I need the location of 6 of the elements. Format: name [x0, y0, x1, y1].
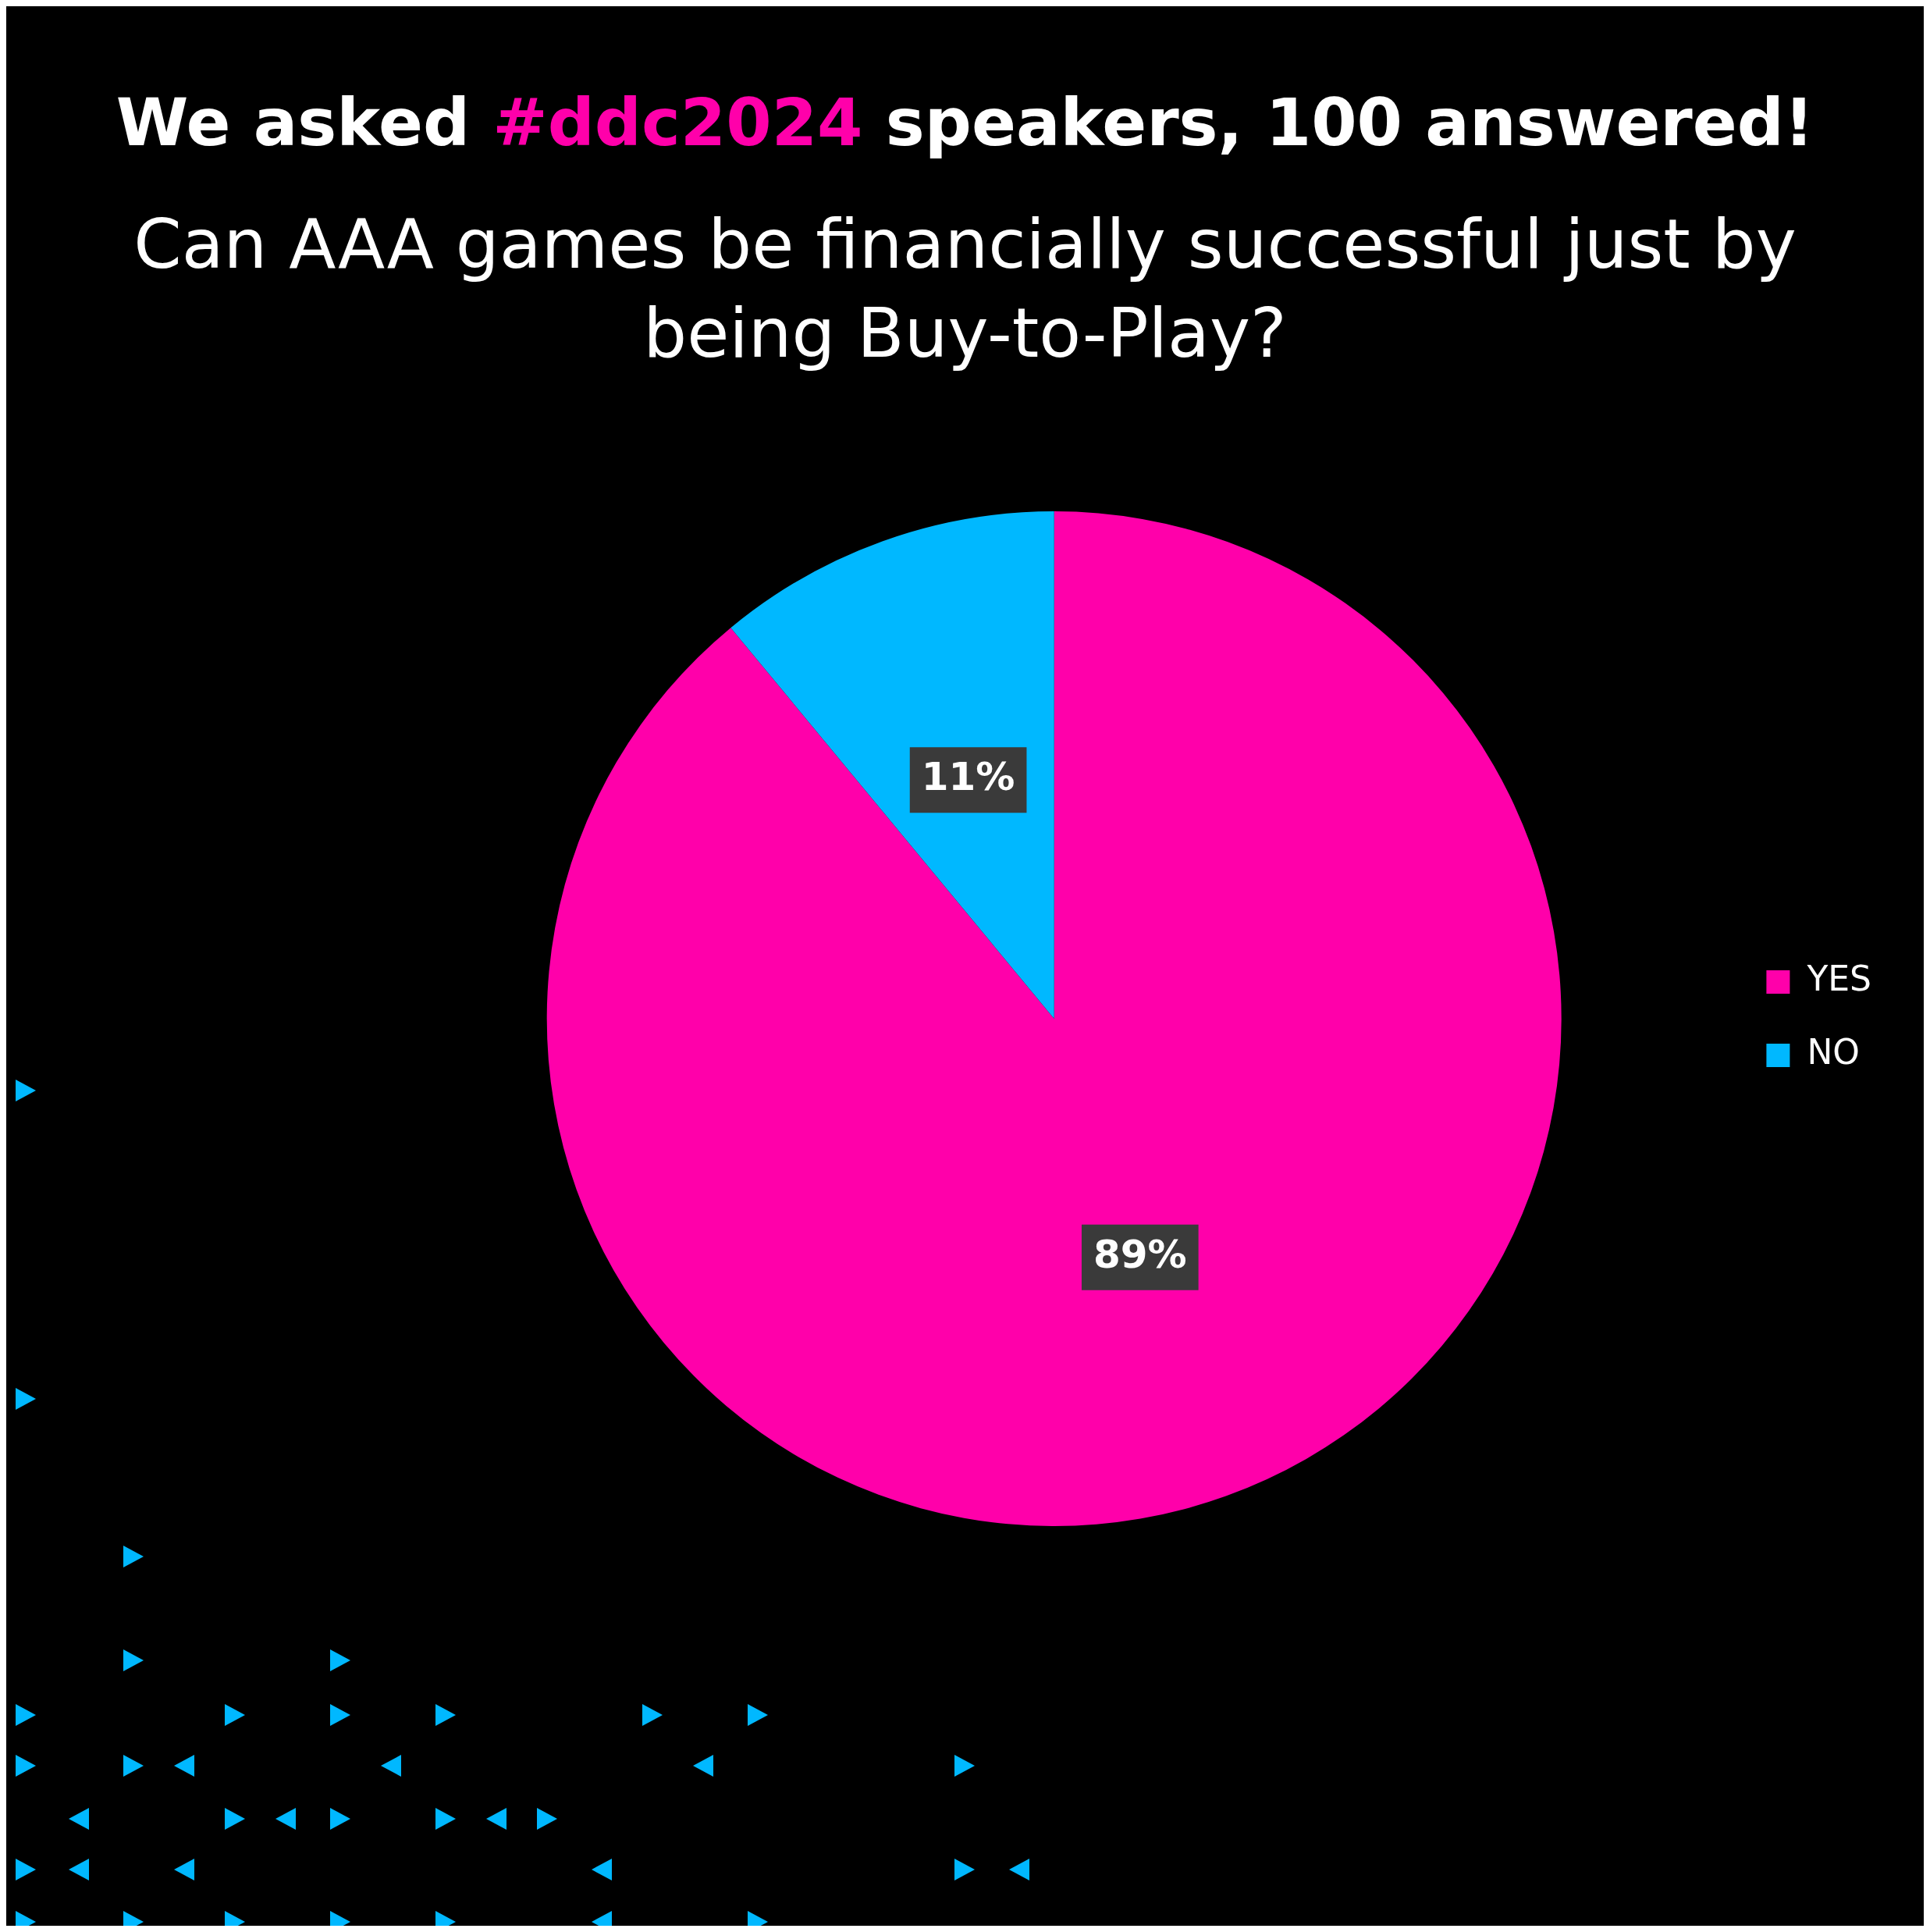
data-label: 11%: [921, 753, 1015, 799]
legend-label: YES: [1806, 959, 1871, 999]
chart-title: We asked #ddc2024 speakers, 100 answered!: [116, 84, 1814, 161]
chart-subtitle: Can AAA games be financially successful just by being Buy-to-Play?: [133, 203, 1797, 375]
legend-label: NO: [1807, 1032, 1860, 1073]
data-label: 89%: [1093, 1231, 1187, 1277]
